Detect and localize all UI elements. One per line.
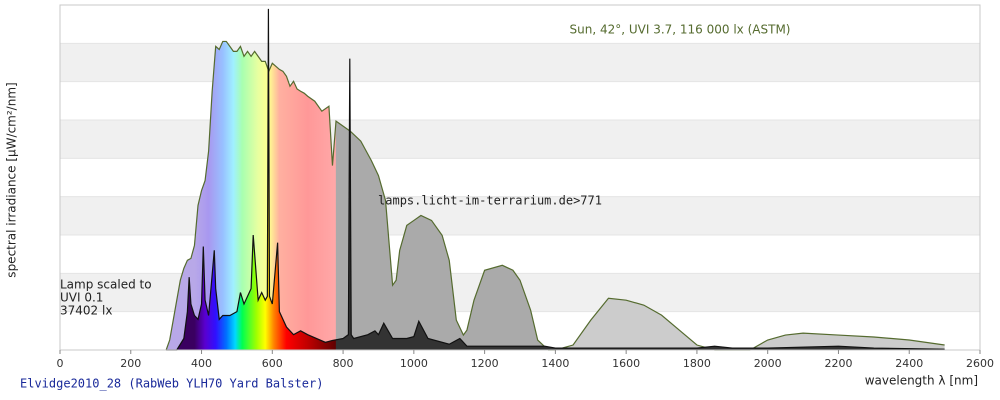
series-area [166,41,945,351]
x-tick-label: 1200 [471,357,499,370]
series-label: Lamp scaled to [60,278,152,292]
x-tick-label: 400 [191,357,212,370]
series-label: 37402 lx [60,304,112,318]
x-tick-label: 2400 [895,357,923,370]
x-tick-label: 2000 [754,357,782,370]
x-tick-label: 600 [262,357,283,370]
series-line [165,40,945,351]
x-tick-label: 0 [57,357,64,370]
series-label: UVI 0.1 [60,291,103,305]
x-tick-label: 2600 [966,357,994,370]
x-tick-label: 800 [333,357,354,370]
y-axis-label: spectral irradiance [µW/cm²/nm] [5,82,19,277]
x-tick-label: 2200 [824,357,852,370]
grid-band [60,43,980,82]
x-tick-label: 1000 [400,357,428,370]
x-tick-label: 1800 [683,357,711,370]
x-tick-label: 1600 [612,357,640,370]
x-axis-label: wavelength λ [nm] [865,374,978,388]
series-label: Sun, 42°, UVI 3.7, 116 000 lx (ASTM) [570,23,791,37]
series-area [166,8,945,350]
caption: Elvidge2010_28 (RabWeb YLH70 Yard Balste… [20,377,323,391]
x-tick-label: 1400 [541,357,569,370]
series-line [166,8,945,351]
watermark: lamps.licht-im-terrarium.de>771 [378,194,602,208]
grid-band [60,120,980,159]
plot-frame [59,4,981,351]
x-tick-label: 200 [120,357,141,370]
